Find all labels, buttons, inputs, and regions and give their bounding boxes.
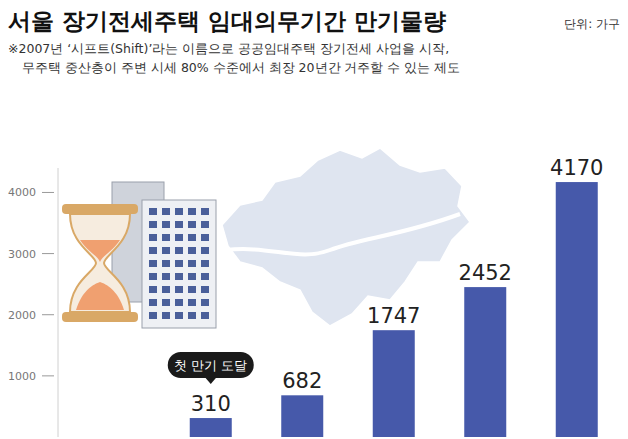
hourglass-sand bbox=[76, 282, 124, 310]
window bbox=[175, 260, 183, 267]
river bbox=[226, 214, 460, 254]
window bbox=[188, 312, 196, 319]
tick-label: 2000 bbox=[8, 309, 36, 322]
window bbox=[162, 286, 170, 293]
window bbox=[201, 312, 209, 319]
window bbox=[162, 273, 170, 280]
window bbox=[175, 247, 183, 254]
window bbox=[175, 234, 183, 241]
window bbox=[201, 208, 209, 215]
window bbox=[175, 286, 183, 293]
tick-mark bbox=[42, 253, 54, 254]
data-label: 1747 bbox=[367, 304, 420, 328]
window bbox=[149, 312, 157, 319]
window bbox=[175, 221, 183, 228]
tick-mark bbox=[42, 192, 54, 193]
window bbox=[201, 286, 209, 293]
bar bbox=[281, 395, 323, 437]
window bbox=[175, 273, 183, 280]
window bbox=[149, 221, 157, 228]
window bbox=[201, 247, 209, 254]
unit: 단위: 가구 bbox=[564, 17, 620, 31]
window bbox=[201, 273, 209, 280]
window bbox=[201, 299, 209, 306]
window bbox=[162, 208, 170, 215]
hourglass bbox=[70, 214, 130, 312]
window bbox=[149, 208, 157, 215]
tick-label: 4000 bbox=[8, 186, 36, 199]
tick-label: 1000 bbox=[8, 370, 36, 383]
window bbox=[201, 221, 209, 228]
window bbox=[188, 247, 196, 254]
window bbox=[188, 286, 196, 293]
decoration bbox=[62, 148, 470, 328]
bars bbox=[190, 182, 598, 437]
hourglass-sand bbox=[80, 240, 120, 262]
building bbox=[142, 200, 216, 328]
data-label: 2452 bbox=[459, 261, 512, 285]
annotation-pointer bbox=[205, 377, 217, 384]
bar bbox=[464, 287, 506, 437]
window bbox=[188, 260, 196, 267]
window bbox=[162, 234, 170, 241]
data-label: 682 bbox=[282, 369, 322, 393]
note: 무주택 중산층이 주변 시세 80% 수준에서 최장 20년간 거주할 수 있는… bbox=[22, 60, 460, 75]
data-label: 310 bbox=[191, 392, 231, 416]
window bbox=[162, 299, 170, 306]
bar bbox=[556, 182, 598, 437]
tick-mark bbox=[42, 375, 54, 376]
window bbox=[149, 299, 157, 306]
window bbox=[149, 247, 157, 254]
window bbox=[188, 273, 196, 280]
window bbox=[188, 234, 196, 241]
annotation: 첫 만기 도달 bbox=[168, 352, 254, 384]
annotation-box bbox=[168, 352, 254, 378]
window bbox=[201, 260, 209, 267]
data-label: 4170 bbox=[550, 156, 603, 180]
note: ※2007년 ‘시프트(Shift)’라는 이름으로 공공임대주택 장기전세 사… bbox=[8, 41, 449, 56]
bar bbox=[190, 418, 232, 437]
window bbox=[175, 299, 183, 306]
window bbox=[201, 234, 209, 241]
window bbox=[175, 208, 183, 215]
tick-label: 3000 bbox=[8, 248, 36, 261]
y-axis-line bbox=[58, 168, 59, 437]
window bbox=[188, 299, 196, 306]
tick-mark bbox=[42, 314, 54, 315]
hourglass bbox=[62, 204, 138, 214]
window bbox=[162, 260, 170, 267]
window bbox=[149, 234, 157, 241]
title: 서울 장기전세주택 임대의무기간 만기물량 bbox=[8, 8, 446, 34]
annotation-text: 첫 만기 도달 bbox=[174, 358, 247, 373]
window bbox=[149, 273, 157, 280]
window bbox=[188, 221, 196, 228]
chart: 서울 장기전세주택 임대의무기간 만기물량 단위: 가구 ※2007년 ‘시프트(S… bbox=[0, 0, 628, 439]
window bbox=[149, 260, 157, 267]
window bbox=[175, 312, 183, 319]
window bbox=[162, 312, 170, 319]
window bbox=[162, 221, 170, 228]
bar bbox=[373, 330, 415, 437]
window bbox=[149, 286, 157, 293]
hourglass bbox=[62, 312, 138, 322]
window bbox=[188, 208, 196, 215]
window bbox=[162, 247, 170, 254]
seoul-map bbox=[222, 148, 470, 326]
